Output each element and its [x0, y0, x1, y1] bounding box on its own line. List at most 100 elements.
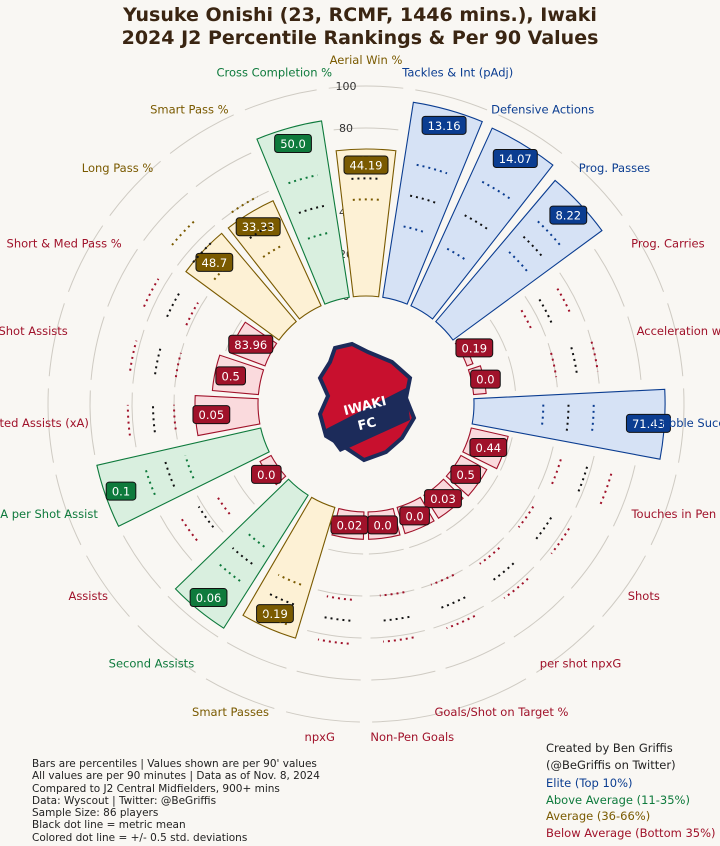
grid-arc	[205, 678, 275, 709]
value-badge	[330, 515, 369, 535]
metric-label: npxG	[305, 730, 335, 744]
reference-dot-line	[503, 577, 529, 599]
reference-dot-line	[258, 611, 288, 626]
reference-dot-line	[166, 291, 181, 318]
reference-dot-line	[508, 251, 529, 273]
grid-arc	[650, 474, 677, 546]
note-line: Bars are percentiles | Values shown are …	[32, 758, 317, 770]
reference-dot-line	[381, 615, 410, 622]
bar	[256, 120, 350, 305]
metric-label: Shot Assists	[0, 324, 68, 338]
reference-dot-line	[298, 204, 325, 214]
grid-arc	[500, 437, 513, 471]
grid-arc	[196, 495, 224, 533]
reference-dot-line	[446, 615, 476, 630]
grid-arc	[477, 475, 499, 505]
reference-dot-line	[249, 223, 273, 239]
metric-label: xA per Shot Assist	[0, 507, 98, 521]
chart-title: Yusuke Onishi (23, RCMF, 1446 mins.), Iw…	[0, 4, 720, 50]
value-label: 71.43	[632, 417, 665, 431]
scale-tick-label: 100	[336, 80, 357, 93]
note-line: Sample Size: 86 players	[32, 807, 159, 820]
reference-dot-line	[143, 466, 156, 496]
metric-label: Second Assists	[109, 657, 195, 671]
grid-arc	[498, 114, 563, 154]
reference-dot-line	[317, 638, 349, 645]
badge-text-bottom: FC	[356, 415, 378, 434]
reference-dot-line	[288, 174, 318, 185]
reference-dot-line	[185, 302, 199, 326]
reference-dots	[126, 156, 613, 645]
metric-label: per shot npxG	[540, 657, 622, 671]
grid-arc	[433, 605, 484, 629]
value-label: 33.33	[242, 220, 275, 234]
grid-arc	[195, 152, 252, 187]
grid-arc	[48, 303, 65, 377]
value-label: 0.05	[199, 408, 225, 422]
reference-dot-line	[576, 466, 589, 496]
reference-dot-line	[409, 194, 437, 204]
value-label: 0.0	[405, 509, 423, 523]
value-badge	[492, 149, 538, 169]
grid-arc	[107, 248, 138, 307]
grid-arc	[47, 388, 54, 463]
reference-dot-line	[479, 547, 501, 565]
grid-arc	[226, 642, 287, 669]
reference-dot-line	[540, 404, 545, 428]
grid-arc	[333, 127, 399, 131]
credit-line: (@BeGriffis on Twitter)	[546, 757, 676, 772]
metric-label: Goals/Shot on Target %	[434, 705, 568, 719]
reference-dot-line	[439, 596, 466, 610]
grid-arc	[524, 296, 547, 337]
grid-arc	[372, 711, 447, 723]
note-line: Data: Wyscout | Twitter: @BeGriffis	[32, 794, 217, 807]
legend: Created by Ben Griffis (@BeGriffis on Tw…	[546, 740, 716, 841]
grid-arc	[587, 329, 600, 384]
metric-label: Short & Med Pass %	[7, 237, 122, 251]
reference-dot-line	[590, 341, 599, 372]
grid-arc	[445, 642, 506, 669]
value-badge	[274, 134, 312, 154]
value-badge	[256, 604, 294, 624]
bar	[410, 127, 554, 320]
grid-arc	[571, 160, 623, 216]
value-label: 0.06	[196, 591, 222, 605]
value-badge	[105, 481, 137, 501]
reference-dot-line	[416, 163, 448, 175]
metric-labels: Aerial Win %Tackles & Int (pAdj) Defensiv…	[0, 53, 720, 744]
reference-dot-line	[213, 260, 233, 281]
grid-arc	[457, 678, 527, 709]
reference-dot-line	[538, 298, 553, 324]
reference-dot-line	[192, 240, 214, 263]
value-badge	[399, 506, 430, 526]
reference-dot-line	[537, 220, 561, 246]
reference-dot-line	[590, 404, 595, 435]
grid-arc	[143, 192, 189, 241]
value-badge	[251, 464, 282, 484]
value-badge	[455, 338, 494, 358]
reference-dot-line	[464, 214, 489, 231]
note-line: All values are per 90 minutes | Data as …	[32, 770, 320, 783]
chart-notes: Bars are percentiles | Values shown are …	[32, 758, 320, 844]
metric-label: Assists	[68, 589, 108, 603]
reference-dot-line	[154, 347, 162, 375]
metric-label: Smart Pass %	[150, 102, 229, 116]
note-line: Black dot line = metric mean	[32, 819, 186, 832]
grid-arc	[137, 625, 196, 673]
reference-dot-line	[197, 506, 215, 528]
grid-arc	[174, 343, 185, 388]
metric-label: Non-Pen Goals	[370, 730, 454, 744]
metric-label: Dribble Success %	[652, 416, 720, 430]
grid-arc	[317, 589, 363, 597]
reference-dot-line	[379, 591, 405, 597]
reference-dot-line	[430, 573, 455, 586]
value-label: 0.1	[112, 485, 130, 499]
value-label: 83.96	[234, 338, 267, 352]
value-label: 0.5	[457, 468, 475, 482]
value-label: 0.03	[430, 492, 456, 506]
value-label: 0.44	[476, 441, 502, 455]
reference-dot-line	[217, 562, 241, 582]
grid-arc	[421, 569, 463, 589]
grid-arc	[55, 474, 82, 546]
